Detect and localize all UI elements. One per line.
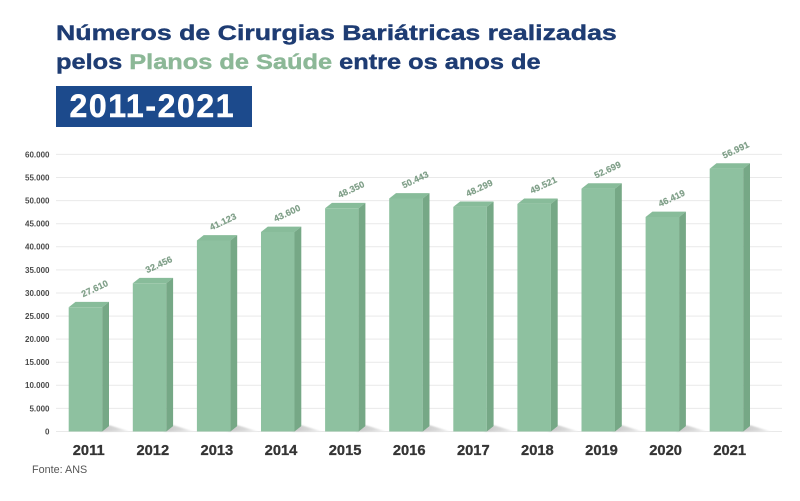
svg-text:50.443: 50.443: [400, 169, 430, 190]
svg-text:2017: 2017: [457, 443, 490, 459]
svg-text:46.419: 46.419: [657, 188, 687, 209]
svg-text:48.299: 48.299: [464, 178, 494, 199]
svg-text:40.000: 40.000: [25, 243, 50, 252]
svg-text:27.610: 27.610: [80, 278, 110, 299]
svg-text:2019: 2019: [585, 443, 618, 459]
svg-text:2018: 2018: [521, 443, 554, 459]
svg-text:35.000: 35.000: [25, 266, 50, 275]
svg-text:2014: 2014: [265, 443, 299, 459]
svg-text:2020: 2020: [649, 443, 682, 459]
svg-text:32.456: 32.456: [144, 254, 174, 275]
svg-text:15.000: 15.000: [25, 358, 50, 367]
svg-text:25.000: 25.000: [25, 312, 50, 321]
svg-text:5.000: 5.000: [29, 404, 50, 413]
svg-text:56.991: 56.991: [721, 139, 751, 160]
svg-text:10.000: 10.000: [25, 381, 50, 390]
svg-text:50.000: 50.000: [25, 197, 50, 206]
svg-text:43.600: 43.600: [272, 203, 302, 224]
svg-text:20.000: 20.000: [25, 335, 50, 344]
svg-text:2016: 2016: [393, 443, 426, 459]
svg-text:30.000: 30.000: [25, 289, 50, 298]
svg-text:45.000: 45.000: [25, 220, 50, 229]
svg-text:2012: 2012: [136, 443, 169, 459]
svg-text:2021: 2021: [713, 443, 746, 459]
svg-text:0: 0: [45, 427, 50, 436]
svg-text:2011: 2011: [73, 443, 105, 459]
svg-text:2015: 2015: [329, 443, 362, 459]
svg-text:2013: 2013: [201, 443, 234, 459]
svg-text:55.000: 55.000: [25, 173, 50, 182]
svg-text:60.000: 60.000: [25, 150, 50, 159]
svg-text:41.123: 41.123: [208, 211, 238, 232]
svg-text:48.350: 48.350: [336, 179, 366, 200]
